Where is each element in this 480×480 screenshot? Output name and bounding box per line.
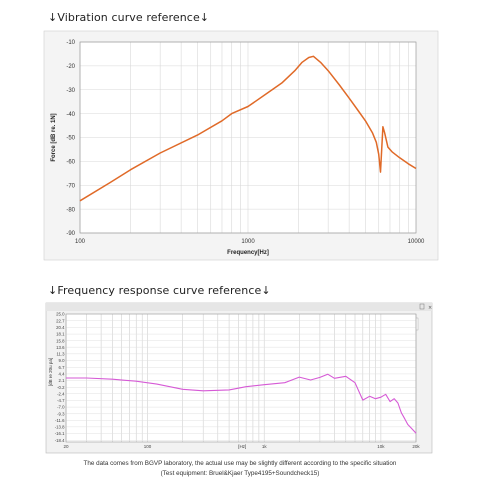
y-tick-label: -30 <box>66 88 75 94</box>
y-tick-label: -16.1 <box>55 431 65 436</box>
y-axis-label: Force [dB re. 1N] <box>51 113 57 161</box>
close-icon: × <box>428 305 432 311</box>
y-tick-label: 15.8 <box>56 338 65 343</box>
x-tick-label: 100 <box>75 239 86 245</box>
y-tick-label: 6.7 <box>59 365 66 370</box>
y-tick-label: 25.0 <box>56 312 65 317</box>
y-tick-label: 2.1 <box>59 378 66 383</box>
x-axis-label: [Hz] <box>238 444 246 449</box>
footnote-equipment: (Test equipment: Bruel&Kjaer Type4195+So… <box>160 470 320 477</box>
y-tick-label: -13.8 <box>55 424 65 429</box>
frequency-response-series-line <box>66 373 417 434</box>
y-tick-label: -40 <box>66 112 75 118</box>
y-tick-label: -11.6 <box>55 418 65 423</box>
window-toolbar <box>46 303 432 311</box>
y-tick-label: -60 <box>66 160 75 166</box>
y-tick-label: -70 <box>66 183 75 189</box>
y-tick-label: 9.0 <box>59 358 66 363</box>
x-tick-label: 1k <box>262 444 268 449</box>
x-tick-label: 10000 <box>408 239 425 245</box>
y-tick-label: 13.6 <box>56 345 65 350</box>
y-tick-label: -10 <box>66 40 75 46</box>
x-tick-label: 20k <box>412 444 420 449</box>
x-tick-label: 100 <box>144 444 152 449</box>
y-tick-label: -80 <box>66 207 75 213</box>
y-tick-label: -0.2 <box>57 385 65 390</box>
y-tick-label: -50 <box>66 136 75 142</box>
vibration-chart-title: ↓Vibration curve reference↓ <box>48 11 210 24</box>
y-tick-label: -90 <box>66 231 75 237</box>
y-tick-label: 18.1 <box>56 332 65 337</box>
footnote-source: The data comes from BGVP laboratory, the… <box>83 460 397 467</box>
grid <box>65 313 417 442</box>
plot-area <box>66 314 416 442</box>
y-tick-label: -4.7 <box>57 398 65 403</box>
y-tick-label: 11.3 <box>56 351 65 356</box>
y-tick-label: -7.0 <box>57 405 65 410</box>
maximize-icon <box>419 303 425 310</box>
y-tick-label: 20.4 <box>56 325 65 330</box>
x-tick-label: 10k <box>377 444 385 449</box>
y-tick-label: -18.4 <box>55 438 65 443</box>
vibration-series-line <box>79 55 417 202</box>
plot-border <box>79 41 417 234</box>
x-axis-label: Frequency[Hz] <box>227 250 269 256</box>
y-tick-label: 4.4 <box>59 372 66 377</box>
y-axis-label: [dB re 20u pa] <box>48 358 53 386</box>
x-tick-label: 20 <box>63 444 69 449</box>
x-tick-label: 1000 <box>241 239 255 245</box>
frequency-chart-title: ↓Frequency response curve reference↓ <box>48 284 271 297</box>
y-tick-label: -20 <box>66 64 75 70</box>
y-tick-label: 22.7 <box>56 318 65 323</box>
y-tick-label: -9.3 <box>57 411 65 416</box>
y-tick-label: -2.4 <box>57 391 65 396</box>
